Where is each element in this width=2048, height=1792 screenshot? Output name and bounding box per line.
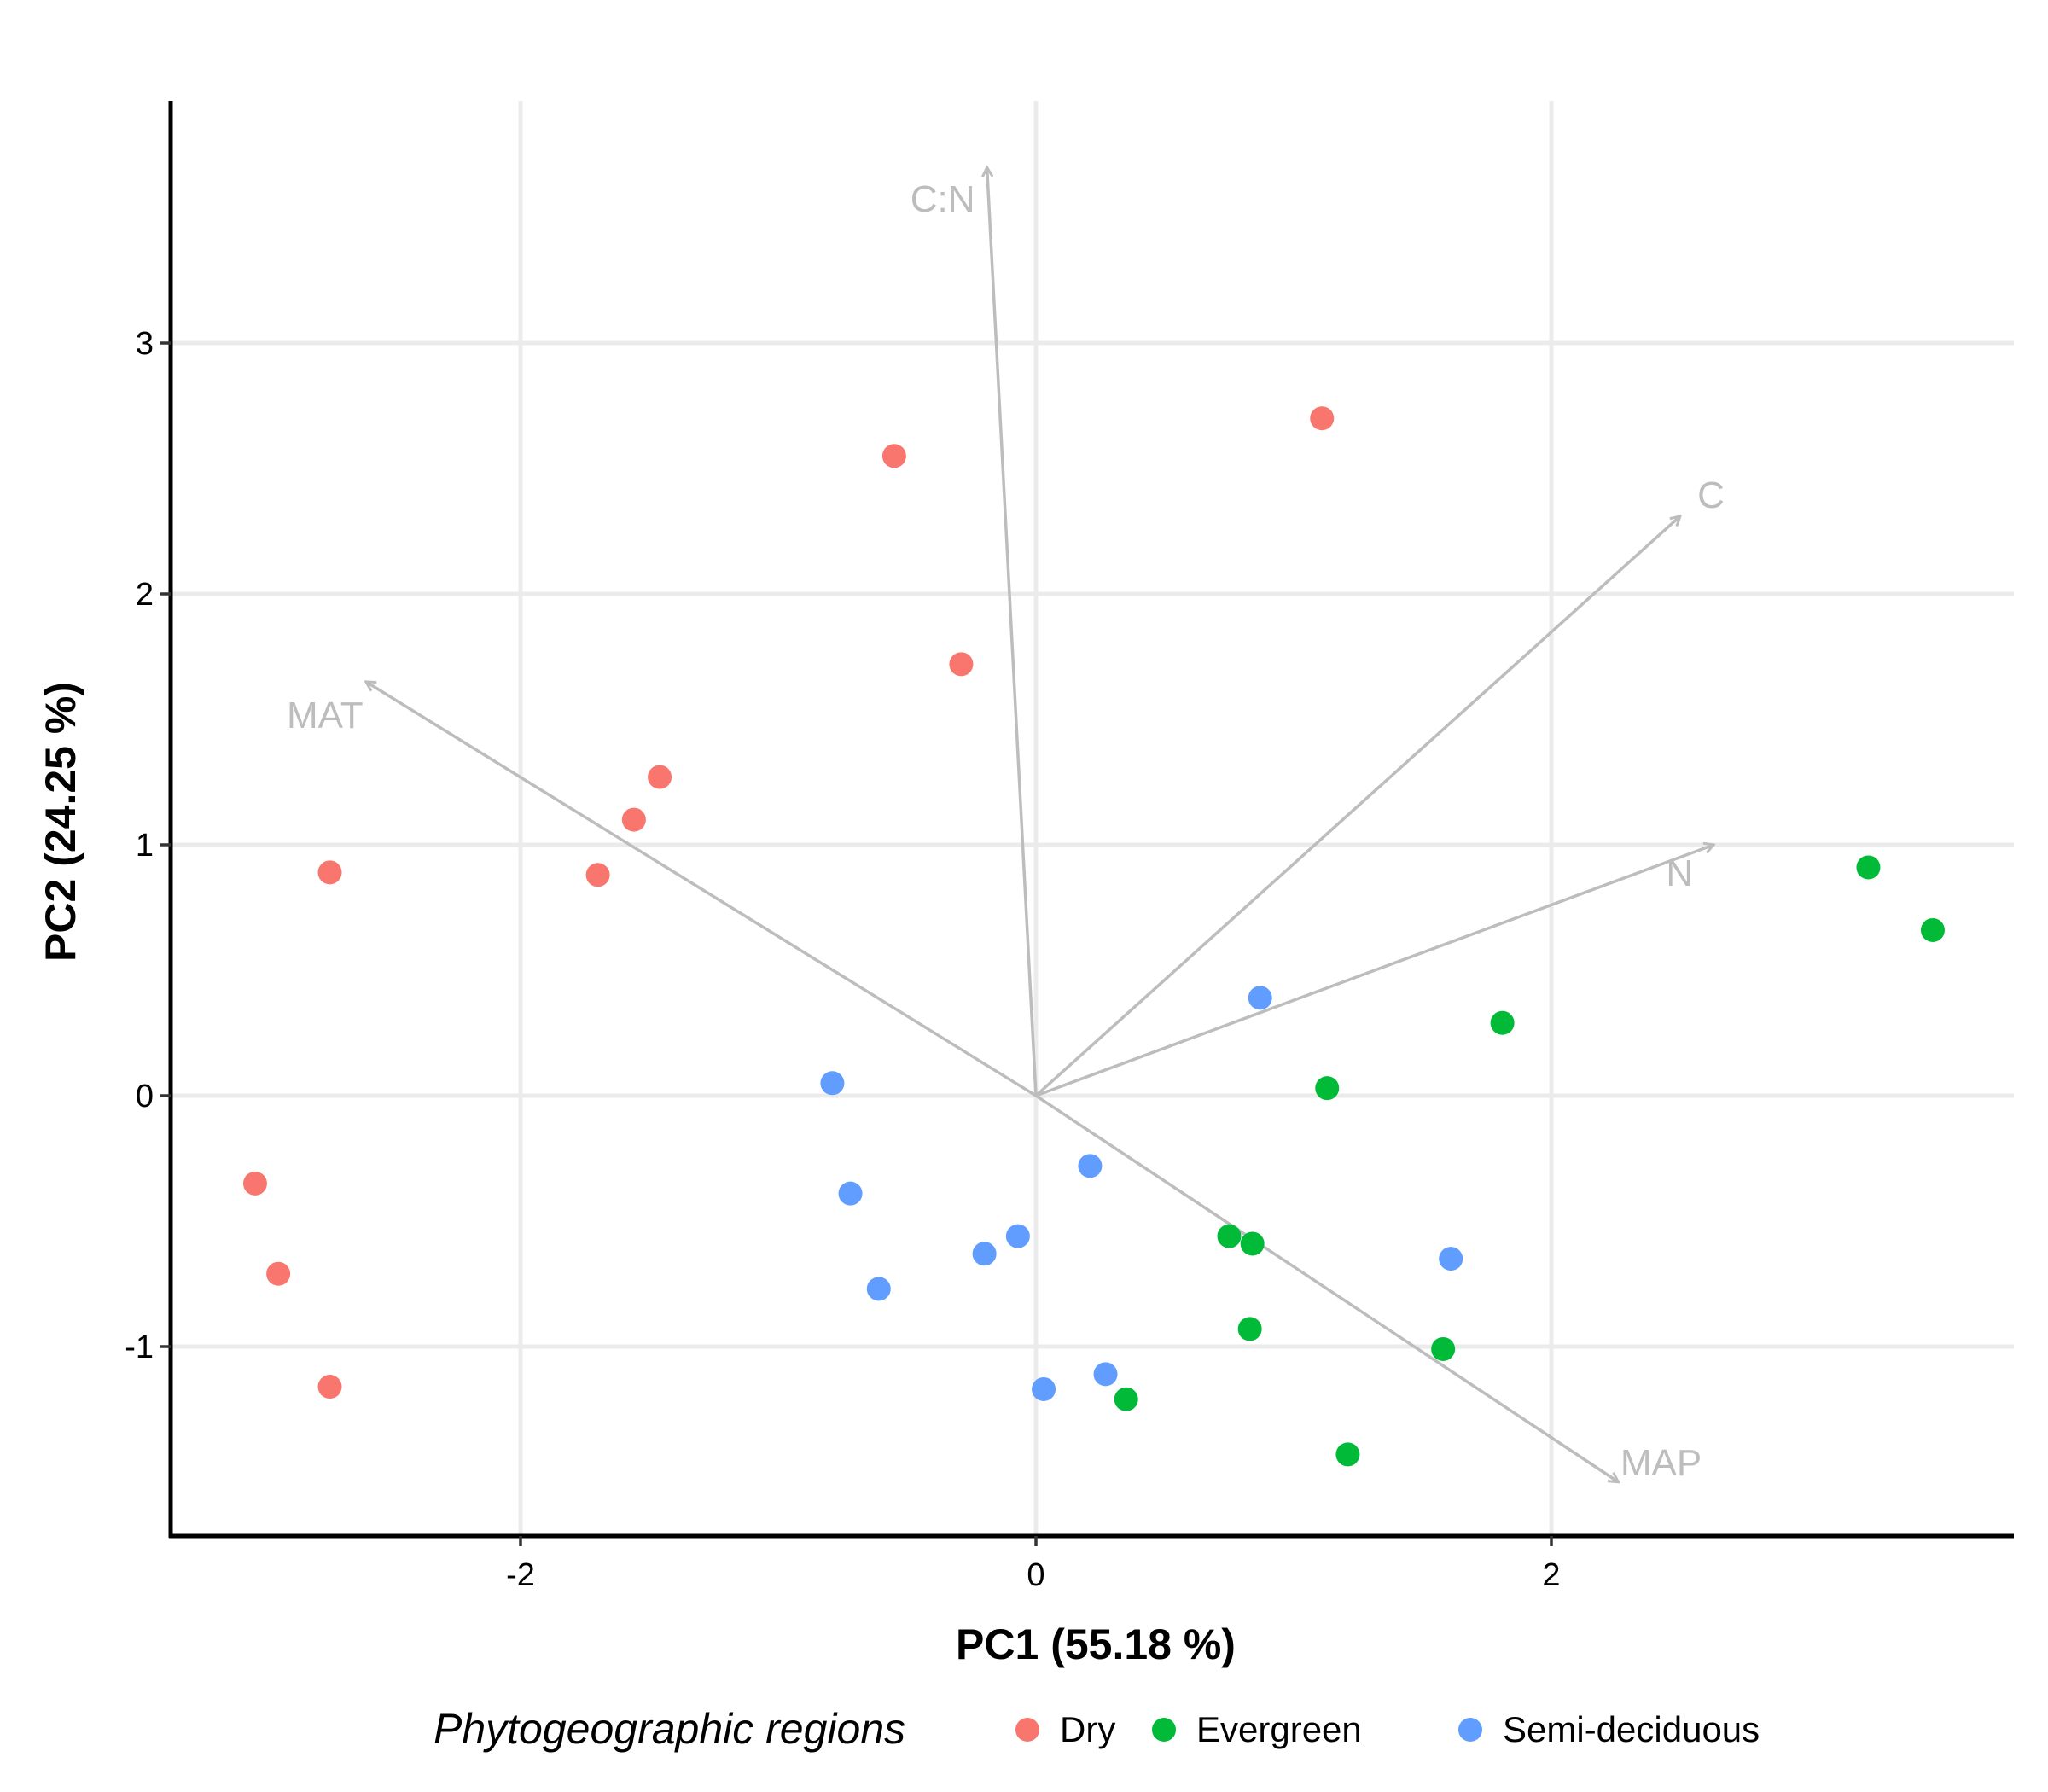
point	[317, 1375, 342, 1399]
point	[972, 1242, 997, 1266]
point	[1310, 406, 1335, 431]
point	[1005, 1224, 1030, 1248]
point	[266, 1261, 291, 1286]
point	[1920, 917, 1945, 942]
point	[1217, 1224, 1242, 1248]
loading-label-mat: MAT	[287, 695, 364, 736]
point	[1078, 1154, 1103, 1178]
y-tick-label: 0	[136, 1079, 154, 1114]
point	[949, 652, 974, 677]
point	[1490, 1010, 1515, 1035]
legend-label: Evergreen	[1196, 1709, 1362, 1749]
point	[1237, 1317, 1262, 1341]
legend-swatch	[1152, 1718, 1176, 1742]
loading-arrow-c-n	[987, 167, 1038, 1097]
point	[1032, 1376, 1056, 1401]
point	[1315, 1076, 1340, 1101]
point	[1240, 1231, 1265, 1256]
legend-swatch	[1458, 1718, 1482, 1742]
loading-label-n: N	[1666, 852, 1693, 894]
point	[1248, 986, 1272, 1010]
series-dry	[242, 406, 1335, 1399]
series-semi-deciduous	[820, 986, 1463, 1401]
loading-arrow-mat	[366, 682, 1037, 1097]
loading-label-map: MAP	[1620, 1442, 1702, 1484]
series-evergreen	[1114, 855, 1945, 1467]
y-tick-label: 2	[136, 577, 154, 613]
legend-item-dry: Dry	[1015, 1709, 1115, 1749]
point	[866, 1277, 891, 1301]
point	[317, 860, 342, 885]
point	[1335, 1442, 1360, 1467]
legend: Phytogeographic regions Dry Evergreen Semi…	[433, 1705, 1760, 1753]
point	[1114, 1387, 1138, 1411]
x-tick-label: 2	[1542, 1557, 1560, 1593]
legend-label: Dry	[1060, 1709, 1115, 1749]
point	[1439, 1247, 1463, 1271]
y-tick-label: -1	[125, 1329, 154, 1365]
point	[648, 765, 672, 789]
point	[585, 863, 610, 887]
x-tick-label: 0	[1027, 1557, 1044, 1593]
loading-label-c: C	[1697, 474, 1725, 516]
point	[1856, 855, 1881, 880]
legend-item-evergreen: Evergreen	[1152, 1709, 1362, 1749]
axes: -2 0 2 -1 0 1 2 3	[125, 101, 2014, 1593]
score-points	[242, 406, 1945, 1467]
legend-label: Semi-deciduous	[1503, 1709, 1760, 1749]
y-tick-label: 1	[136, 828, 154, 864]
x-tick-label: -2	[506, 1557, 535, 1593]
legend-swatch	[1015, 1718, 1039, 1742]
loading-arrow-map	[1035, 1094, 1619, 1482]
y-tick-label: 3	[136, 326, 154, 362]
point	[881, 444, 906, 468]
point	[621, 807, 646, 832]
grid-lines	[171, 101, 2014, 1536]
loading-label-c-n: C:N	[911, 178, 975, 220]
legend-title: Phytogeographic regions	[433, 1705, 905, 1753]
point	[820, 1071, 845, 1096]
y-axis-title: PC2 (24.25 %)	[37, 682, 84, 962]
loading-arrow-c	[1034, 516, 1680, 1097]
point	[1093, 1362, 1118, 1387]
loading-arrow-n	[1035, 845, 1713, 1097]
legend-item-semi-deciduous: Semi-deciduous	[1458, 1709, 1760, 1749]
x-axis-title: PC1 (55.18 %)	[956, 1620, 1236, 1668]
point	[242, 1171, 267, 1196]
loading-arrows: C:N C MAT N MAP	[287, 167, 1725, 1484]
point	[1431, 1336, 1456, 1361]
point	[838, 1181, 863, 1206]
